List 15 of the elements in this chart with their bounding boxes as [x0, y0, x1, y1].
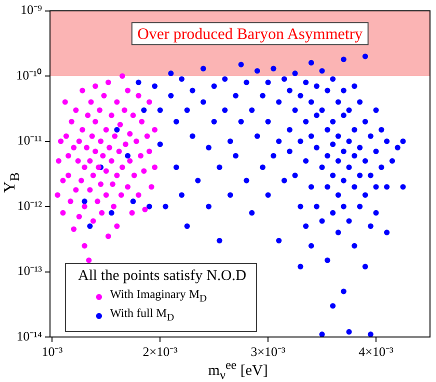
legend-label: With Imaginary M$_{D}$	[110, 287, 207, 306]
x-tick-label: 2×10⁻³	[142, 344, 178, 360]
x-tick-label: 10⁻³	[42, 344, 63, 360]
y-tick-label: 10⁻¹¹	[17, 132, 42, 148]
y-tick-label: 10⁻¹³	[17, 263, 42, 278]
legend-label: With full M$_{D}$	[110, 306, 174, 326]
x-tick-label: 4×10⁻³	[358, 344, 394, 360]
y-tick-label: 10⁻⁹	[20, 2, 42, 18]
y-tick-label: 10⁻¹²	[17, 198, 42, 213]
x-axis-title: m$_{ν}$$^{ee}$ [eV]	[207, 358, 269, 382]
y-tick-label: 10⁻¹⁴	[16, 328, 42, 344]
y-tick-label: 10⁻¹⁰	[16, 67, 42, 82]
band-label: Over produced Baryon Asymmetry	[137, 26, 363, 43]
legend-title: All the points satisfy N.O.D	[78, 268, 246, 285]
x-tick-label: 3×10⁻³	[250, 344, 286, 360]
